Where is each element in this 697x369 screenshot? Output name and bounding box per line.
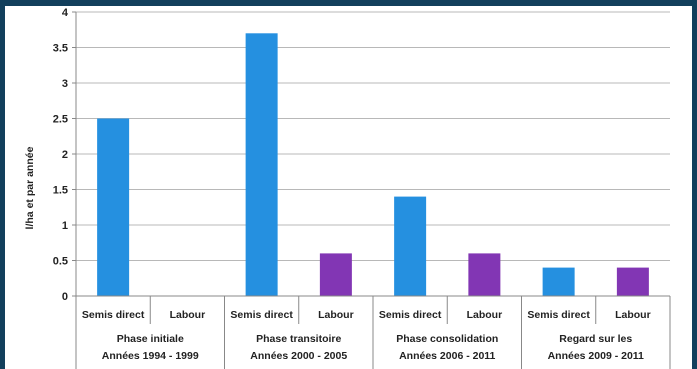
group-label-line2: Années 2006 - 2011 xyxy=(399,350,495,362)
bar xyxy=(319,253,352,296)
group-label-line2: Années 2009 - 2011 xyxy=(548,350,644,362)
group-label-line1: Phase consolidation xyxy=(396,333,498,345)
x-category-label: Semis direct xyxy=(527,309,590,321)
y-tick-label: 0 xyxy=(62,291,68,303)
group-label-line1: Regard sur les xyxy=(559,333,632,345)
x-category-label: Semis direct xyxy=(82,309,145,321)
y-tick-label: 1 xyxy=(62,220,68,232)
y-tick-label: 1.5 xyxy=(53,185,68,197)
bar xyxy=(468,253,501,296)
group-labels: Phase initiale Années 1994 - 1999 Phase tr… xyxy=(102,333,644,362)
x-category-label: Labour xyxy=(318,309,354,321)
bar xyxy=(245,33,278,297)
axes xyxy=(72,11,671,369)
bars xyxy=(97,33,649,297)
group-label-line1: Phase transitoire xyxy=(256,333,341,345)
group-label-line1: Phase initiale xyxy=(117,333,184,345)
x-category-label: Labour xyxy=(467,309,503,321)
y-tick-labels: 0 0.5 1 1.5 2 2.5 3 3.5 4 xyxy=(53,7,69,303)
y-tick-label: 0.5 xyxy=(53,256,68,268)
y-tick-label: 2.5 xyxy=(53,114,68,126)
group-label-line2: Années 2000 - 2005 xyxy=(250,350,347,362)
x-category-label: Semis direct xyxy=(379,309,442,321)
y-tick-label: 2 xyxy=(62,149,68,161)
bar xyxy=(97,118,130,296)
gridlines xyxy=(76,11,670,297)
y-axis-label: l/ha et par année xyxy=(24,146,36,229)
bar xyxy=(394,196,427,296)
y-tick-label: 4 xyxy=(62,7,69,19)
category-labels: Semis direct Labour Semis direct Labour Semi… xyxy=(82,309,651,321)
bar xyxy=(616,267,649,296)
y-tick-label: 3.5 xyxy=(53,43,68,55)
x-category-label: Labour xyxy=(615,309,651,321)
bar xyxy=(542,267,575,296)
x-category-label: Labour xyxy=(170,309,206,321)
group-label-line2: Années 1994 - 1999 xyxy=(102,350,199,362)
y-tick-label: 3 xyxy=(62,78,68,90)
x-category-label: Semis direct xyxy=(230,309,293,321)
